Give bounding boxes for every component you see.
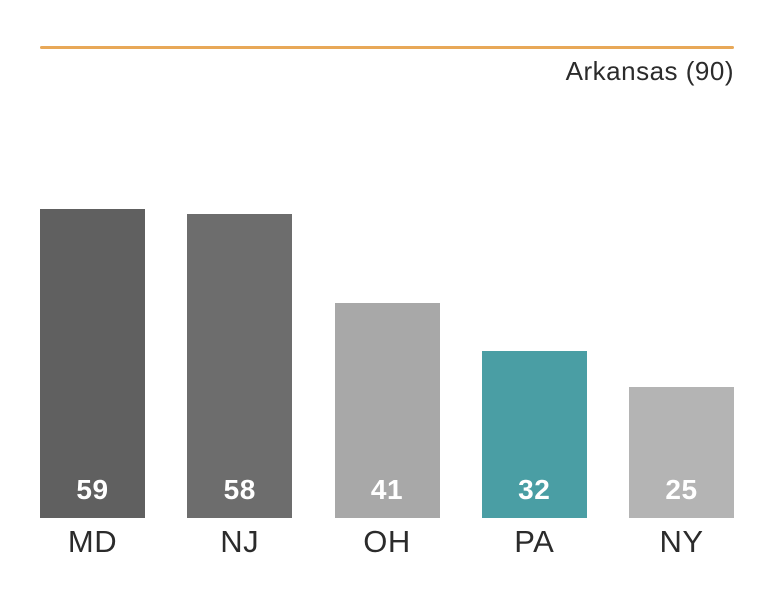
bar-md: 59: [40, 209, 145, 518]
bar-value-oh: 41: [370, 474, 404, 505]
bar-label-nj: NJ: [220, 524, 260, 559]
bar-value-nj: 58: [223, 474, 256, 505]
bar-value-md: 59: [76, 474, 109, 505]
bar-pa: 32: [481, 350, 587, 518]
bar-column-pa: 32 PA: [481, 47, 587, 559]
bar-nj: 58: [187, 214, 293, 518]
bar-column-md: 59 MD: [40, 47, 145, 559]
bar-label-md: MD: [67, 524, 118, 559]
bar-oh: 41: [334, 303, 440, 518]
bar-value-pa: 32: [518, 474, 551, 505]
bar-ny: 25: [629, 387, 734, 518]
reference-line-arkansas: [40, 46, 734, 49]
bar-column-oh: 41 OH: [334, 47, 440, 559]
bar-label-oh: OH: [363, 524, 411, 559]
bar-column-nj: 58 NJ: [187, 47, 293, 559]
plot-area: 59 MD 58 NJ 41 OH 32 PA 25 NY: [40, 47, 734, 559]
bar-column-ny: 25 NY: [629, 47, 734, 559]
bar-label-pa: PA: [514, 524, 555, 559]
bar-value-ny: 25: [665, 474, 698, 505]
bar-label-ny: NY: [659, 524, 704, 559]
reference-line-label: Arkansas (90): [565, 56, 734, 86]
